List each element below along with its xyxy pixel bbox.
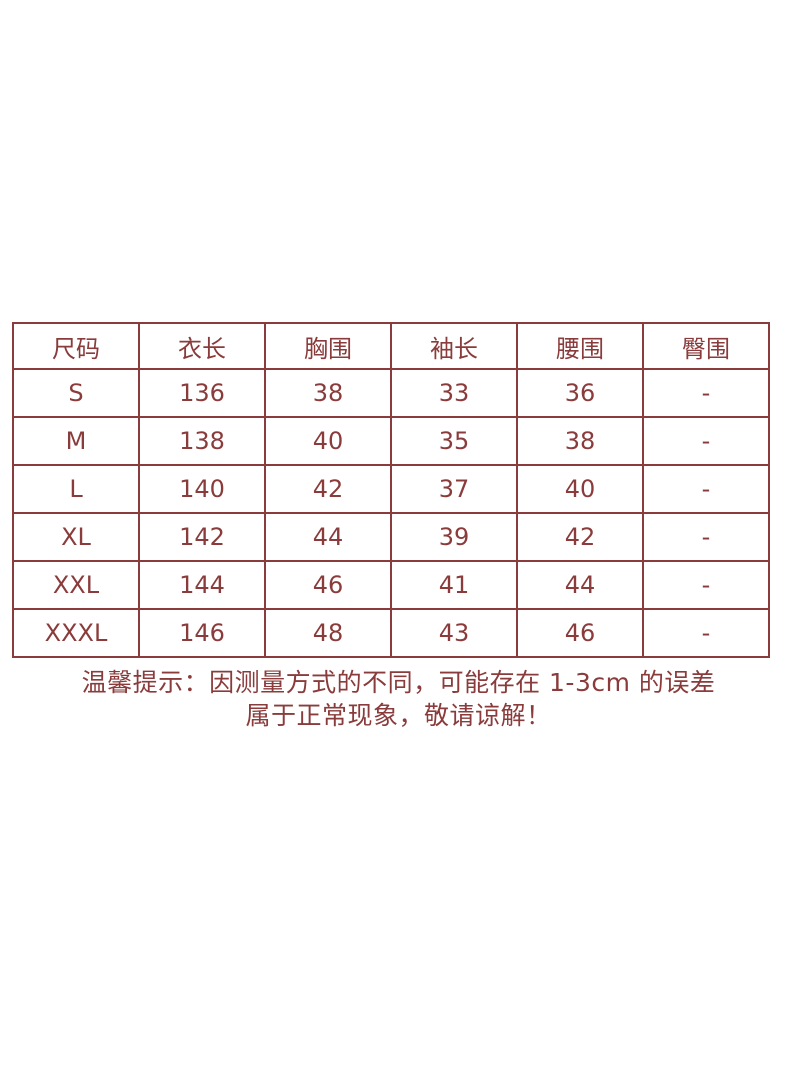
size-chart-header-cell: 袖长 [390,322,518,370]
size-chart-table: 尺码 衣长 胸围 袖长 腰围 臀围 S 136 38 33 36- M 138 40 35 38- L 140 4… [12,322,770,658]
size-chart-cell: - [642,368,770,418]
size-chart-cell: 40 [516,464,644,514]
size-chart-cell: - [642,464,770,514]
size-chart-header-row: 尺码 衣长 胸围 袖长 腰围 臀围 [12,322,770,370]
size-chart-row: S 136 38 33 36- [12,368,770,418]
size-chart-cell: 43 [390,608,518,658]
size-chart-cell: 142 [138,512,266,562]
size-chart-cell: 140 [138,464,266,514]
measurement-note-line1: 温馨提示：因测量方式的不同，可能存在 1-3cm 的误差 [81,668,716,697]
size-chart-cell: 146 [138,608,266,658]
size-chart-cell: XL [12,512,140,562]
size-chart-cell: 41 [390,560,518,610]
size-chart-header-cell: 衣长 [138,322,266,370]
measurement-note: 温馨提示：因测量方式的不同，可能存在 1-3cm 的误差 属于正常现象，敬请谅解… [0,666,797,732]
size-chart-cell: 46 [516,608,644,658]
measurement-note-line2: 属于正常现象，敬请谅解！ [245,701,552,730]
size-chart-cell: 144 [138,560,266,610]
size-chart-cell: XXL [12,560,140,610]
size-chart-cell: 42 [516,512,644,562]
size-chart-cell: - [642,416,770,466]
size-chart-row: M 138 40 35 38- [12,416,770,466]
size-chart-cell: 39 [390,512,518,562]
size-chart-row: XXL 144 46 41 44- [12,560,770,610]
size-chart-cell: L [12,464,140,514]
size-chart-cell: M [12,416,140,466]
size-chart-cell: 138 [138,416,266,466]
size-chart-cell: 35 [390,416,518,466]
size-chart-cell: 33 [390,368,518,418]
size-chart-header-cell: 腰围 [516,322,644,370]
size-chart-cell: 42 [264,464,392,514]
size-chart-header-cell: 胸围 [264,322,392,370]
size-chart-cell: S [12,368,140,418]
size-chart-cell: 136 [138,368,266,418]
size-chart-cell: 38 [264,368,392,418]
size-chart-cell: - [642,608,770,658]
size-chart-cell: XXXL [12,608,140,658]
size-chart-header-cell: 尺码 [12,322,140,370]
size-chart-row: L 140 42 37 40- [12,464,770,514]
size-chart-cell: 37 [390,464,518,514]
size-chart-cell: - [642,512,770,562]
size-chart-cell: 38 [516,416,644,466]
size-chart-cell: 44 [516,560,644,610]
size-chart-row: XL 142 44 39 42- [12,512,770,562]
size-chart-cell: 46 [264,560,392,610]
size-chart-header-cell: 臀围 [642,322,770,370]
size-chart-cell: 44 [264,512,392,562]
size-chart-cell: 48 [264,608,392,658]
size-chart: 尺码 衣长 胸围 袖长 腰围 臀围 S 136 38 33 36- M 138 40 35 38- L 140 4… [12,322,770,658]
size-chart-cell: 40 [264,416,392,466]
size-chart-body: S 136 38 33 36- M 138 40 35 38- L 140 42 37 40- XL 142 44… [12,368,770,658]
size-chart-row: XXXL 146 48 43 46- [12,608,770,658]
size-chart-cell: - [642,560,770,610]
size-chart-cell: 36 [516,368,644,418]
